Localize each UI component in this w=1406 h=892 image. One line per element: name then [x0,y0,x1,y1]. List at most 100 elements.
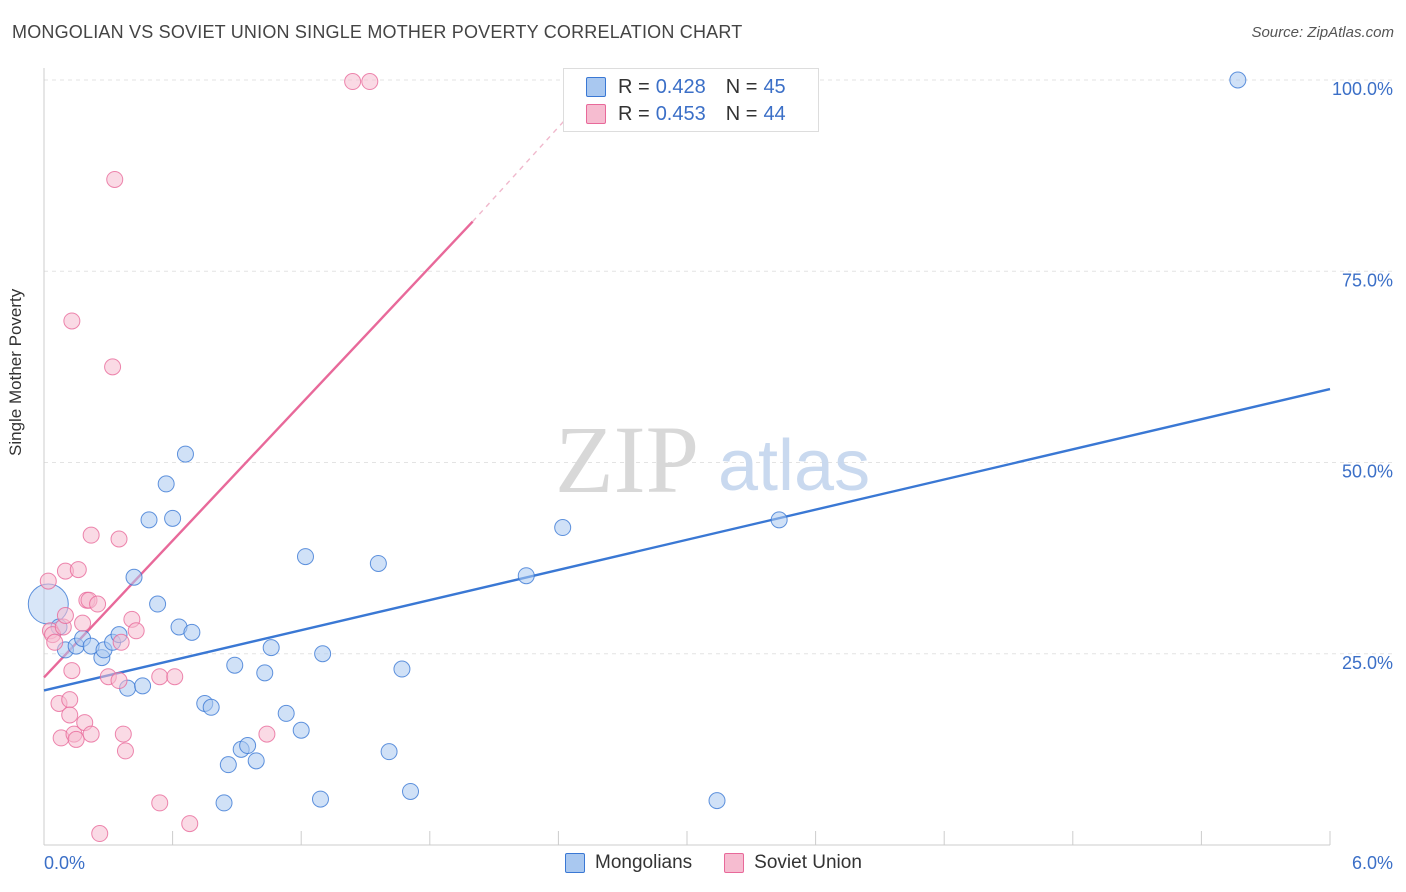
mongolians-point [157,475,175,493]
soviet-point [56,607,74,624]
soviet-point [89,595,107,613]
soviet-point [166,668,184,686]
soviet-point [181,815,199,833]
soviet-point [82,526,100,544]
mongolians-point [380,743,398,761]
soviet-point [114,725,132,743]
mongolians-point [311,790,329,808]
mongolians-point [393,660,411,678]
mongolians-point [1229,71,1247,89]
mongolians-point [554,519,572,537]
soviet-point [61,691,79,709]
soviet-point [127,622,145,640]
mongolians-point [292,721,310,739]
mongolians-point [369,554,387,572]
y-tick-label: 25.0% [1342,653,1393,673]
legend-row-mongolians: R = 0.428 N = 45 [586,74,786,100]
mongolians-point [226,656,244,674]
source-label: Source: ZipAtlas.com [1251,24,1394,41]
soviet-point [361,73,379,91]
mongolians-point [134,677,152,695]
soviet-point [69,561,87,579]
n-value: 44 [763,102,786,125]
mongolians-point [140,511,158,529]
mongolians-swatch [586,77,606,97]
soviet-point [112,633,130,651]
y-tick-label: 100.0% [1332,79,1393,99]
soviet-point [116,742,134,760]
r-label: R = [618,75,650,98]
mongolians-point [183,623,201,641]
soviet-point [110,672,128,690]
y-tick-label: 75.0% [1342,270,1393,290]
data-points [27,71,1247,843]
soviet-point [46,633,64,651]
mongolians-point [770,511,788,529]
soviet-point [61,706,79,724]
n-label: N = [725,102,758,125]
watermark-zip: ZIP [555,406,699,513]
r-value: 0.428 [655,75,706,98]
soviet-swatch [724,853,745,873]
n-value: 45 [763,75,786,98]
mongolians-point [149,595,167,613]
mongolians-point [314,645,332,663]
mongolians-point [277,704,295,722]
r-value: 0.453 [655,102,706,125]
mongolians-point [219,756,237,774]
soviet-point [258,725,276,743]
mongolians-point [262,639,280,657]
soviet-point [63,312,81,330]
watermark: ZIP atlas [555,406,870,513]
legend-row-soviet: R = 0.453 N = 44 [586,101,786,127]
soviet-point [110,530,128,548]
mongolians-point [202,698,220,716]
mongolians-point [176,445,194,463]
soviet-point [74,614,92,632]
soviet-point [82,725,100,743]
n-label: N = [725,75,758,98]
correlation-legend: R = 0.428 N = 45 R = 0.453 N = 44 [563,68,819,132]
soviet-point [344,73,362,91]
soviet-point [39,572,57,590]
soviet-point [63,662,81,680]
series-legend: Mongolians Soviet Union [565,852,894,874]
mongolians-point [125,568,143,586]
mongolians-point [247,752,265,770]
legend-item-soviet[interactable]: Soviet Union [724,852,862,874]
mongolians-point [215,794,233,812]
x-tick-label: 0.0% [44,853,85,873]
trendline-soviet [43,220,474,679]
x-tick-label: 6.0% [1352,853,1393,873]
mongolians-point [164,509,182,527]
trendline-extension [472,79,602,222]
soviet-point [91,825,109,843]
soviet-point [151,794,169,812]
legend-label-soviet: Soviet Union [754,852,862,873]
legend-label-mongolians: Mongolians [595,852,693,873]
soviet-point [151,668,169,686]
mongolians-point [708,792,726,810]
watermark-atlas: atlas [718,426,870,506]
legend-item-mongolians[interactable]: Mongolians [565,852,692,874]
soviet-point [104,358,122,376]
soviet-point [67,730,85,748]
mongolians-point [239,737,257,755]
soviet-swatch [586,104,606,124]
grid-lines [44,79,1395,655]
tick-labels: 25.0% 50.0% 75.0% 100.0% 0.0% 6.0% [44,79,1393,873]
chart-title: MONGOLIAN VS SOVIET UNION SINGLE MOTHER … [12,22,743,42]
trendline-mongolians [43,387,1331,692]
mongolians-point [517,567,535,585]
mongolians-point [402,782,420,800]
mongolians-swatch [565,853,585,873]
mongolians-point [256,664,274,682]
y-axis-label: Single Mother Poverty [6,288,25,456]
y-tick-label: 50.0% [1342,462,1393,482]
r-label: R = [618,102,650,125]
trendlines [43,79,1331,692]
soviet-point [106,170,124,188]
mongolians-point [296,548,314,566]
axes [43,68,1331,846]
